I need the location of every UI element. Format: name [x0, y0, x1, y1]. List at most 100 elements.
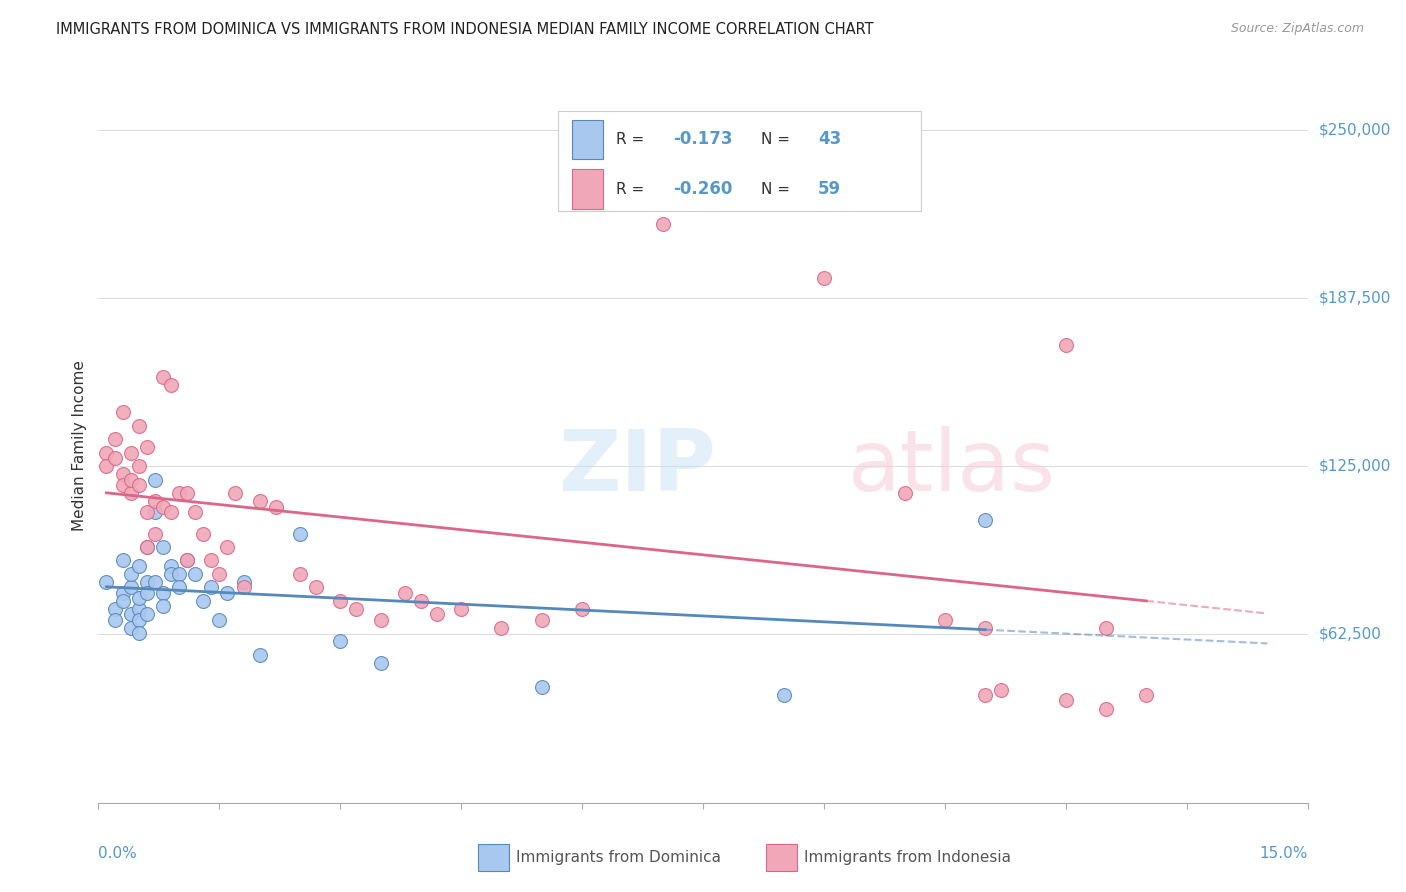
Point	[1054, 693, 1077, 707]
Point	[152, 370, 174, 384]
Point	[571, 602, 593, 616]
Point	[96, 574, 118, 589]
Point	[217, 586, 239, 600]
Point	[176, 486, 198, 500]
Point	[217, 540, 239, 554]
Point	[96, 459, 118, 474]
Point	[1135, 688, 1157, 702]
Point	[934, 613, 956, 627]
Text: IMMIGRANTS FROM DOMINICA VS IMMIGRANTS FROM INDONESIA MEDIAN FAMILY INCOME CORRE: IMMIGRANTS FROM DOMINICA VS IMMIGRANTS F…	[56, 22, 875, 37]
Point	[135, 540, 157, 554]
Point	[143, 505, 166, 519]
Point	[394, 586, 416, 600]
Point	[344, 602, 367, 616]
Point	[893, 486, 915, 500]
Point	[167, 580, 190, 594]
Point	[128, 558, 150, 573]
Point	[329, 594, 352, 608]
Point	[111, 586, 134, 600]
Point	[974, 688, 997, 702]
Point	[409, 594, 432, 608]
Text: 15.0%: 15.0%	[1260, 846, 1308, 861]
Text: $187,500: $187,500	[1319, 291, 1391, 305]
Point	[111, 467, 134, 482]
Point	[232, 580, 254, 594]
Point	[120, 486, 142, 500]
Text: Source: ZipAtlas.com: Source: ZipAtlas.com	[1230, 22, 1364, 36]
Point	[135, 607, 157, 622]
Point	[96, 446, 118, 460]
Text: Immigrants from Indonesia: Immigrants from Indonesia	[804, 850, 1011, 864]
Point	[103, 613, 125, 627]
Point	[120, 621, 142, 635]
Point	[224, 486, 246, 500]
Point	[184, 566, 207, 581]
Point	[111, 553, 134, 567]
Point	[103, 432, 125, 446]
Text: $62,500: $62,500	[1319, 627, 1382, 642]
Point	[1095, 701, 1118, 715]
Point	[370, 656, 392, 670]
Point	[208, 613, 231, 627]
Text: ZIP: ZIP	[558, 425, 716, 509]
Point	[160, 566, 183, 581]
Point	[160, 505, 183, 519]
Point	[733, 190, 755, 204]
Point	[264, 500, 287, 514]
Point	[530, 613, 553, 627]
Text: atlas: atlas	[848, 425, 1056, 509]
Point	[143, 574, 166, 589]
Text: R =: R =	[616, 132, 650, 146]
Point	[249, 648, 271, 662]
Point	[288, 526, 311, 541]
Text: R =: R =	[616, 182, 650, 196]
Point	[143, 494, 166, 508]
Point	[184, 505, 207, 519]
Point	[152, 500, 174, 514]
Y-axis label: Median Family Income: Median Family Income	[72, 360, 87, 532]
Point	[128, 478, 150, 492]
Text: N =: N =	[761, 132, 794, 146]
Point	[160, 378, 183, 392]
Point	[450, 602, 472, 616]
Point	[1054, 338, 1077, 352]
Point	[135, 586, 157, 600]
Point	[103, 602, 125, 616]
Point	[651, 217, 673, 231]
Point	[990, 682, 1012, 697]
Point	[152, 586, 174, 600]
Text: 43: 43	[818, 130, 841, 148]
Point	[135, 505, 157, 519]
Point	[426, 607, 449, 622]
Point	[120, 446, 142, 460]
Point	[120, 566, 142, 581]
Text: 0.0%: 0.0%	[98, 846, 138, 861]
Point	[135, 441, 157, 455]
Point	[128, 418, 150, 433]
Point	[128, 613, 150, 627]
Point	[974, 513, 997, 527]
Point	[193, 594, 215, 608]
Point	[200, 580, 222, 594]
Point	[120, 473, 142, 487]
Point	[120, 607, 142, 622]
Point	[135, 540, 157, 554]
Point	[111, 478, 134, 492]
Point	[111, 405, 134, 419]
FancyBboxPatch shape	[572, 120, 603, 159]
Point	[143, 526, 166, 541]
Point	[208, 566, 231, 581]
Point	[120, 580, 142, 594]
Point	[974, 621, 997, 635]
FancyBboxPatch shape	[572, 169, 603, 209]
Text: $125,000: $125,000	[1319, 458, 1391, 474]
Point	[143, 473, 166, 487]
Point	[135, 574, 157, 589]
Point	[370, 613, 392, 627]
Point	[160, 558, 183, 573]
Point	[193, 526, 215, 541]
Point	[176, 553, 198, 567]
Point	[167, 486, 190, 500]
Point	[176, 553, 198, 567]
Text: -0.173: -0.173	[672, 130, 733, 148]
